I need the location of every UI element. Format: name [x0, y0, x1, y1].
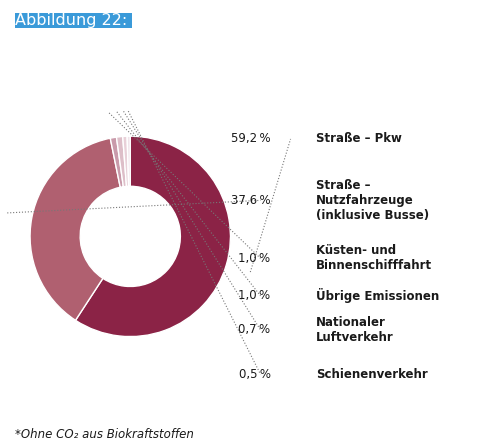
Text: Straße –
Nutzfahrzeuge
(inklusive Busse): Straße – Nutzfahrzeuge (inklusive Busse)	[316, 179, 429, 222]
Text: Übrige Emissionen: Übrige Emissionen	[316, 289, 439, 303]
Text: Straße – Pkw: Straße – Pkw	[316, 132, 401, 145]
Text: 37,6 %: 37,6 %	[231, 194, 271, 207]
Text: Nationaler
Luftverkehr: Nationaler Luftverkehr	[316, 316, 393, 344]
Text: 1,0 %: 1,0 %	[238, 252, 271, 265]
Text: *Ohne CO₂ aus Biokraftstoffen: *Ohne CO₂ aus Biokraftstoffen	[15, 428, 194, 441]
Wedge shape	[116, 136, 126, 187]
Wedge shape	[127, 136, 130, 186]
Wedge shape	[76, 136, 230, 337]
Text: 0,5 %: 0,5 %	[238, 368, 271, 381]
Wedge shape	[110, 137, 123, 187]
Text: Schienenverkehr: Schienenverkehr	[316, 368, 427, 381]
Text: Abbildung 22:: Abbildung 22:	[15, 12, 132, 28]
Text: Küsten- und
Binnenschifffahrt: Küsten- und Binnenschifffahrt	[316, 244, 432, 273]
Text: Abbildung 22:: Abbildung 22:	[15, 12, 132, 28]
Text: Abbildung 22:: Abbildung 22:	[15, 12, 132, 28]
Text: Abbildung 22: ​Quellen der Emissionen im: Abbildung 22: ​Quellen der Emissionen im	[15, 12, 348, 28]
Text: 0,7 %: 0,7 %	[238, 323, 271, 336]
Wedge shape	[123, 136, 129, 186]
Text: 59,2 %: 59,2 %	[231, 132, 271, 145]
Wedge shape	[30, 138, 120, 320]
Text: 1,0 %: 1,0 %	[238, 289, 271, 302]
Text: Verkehr* (2020): Verkehr* (2020)	[15, 61, 159, 76]
Text: Abbildung 22: ​Quellen der Emissionen im: Abbildung 22: ​Quellen der Emissionen im	[15, 12, 388, 28]
